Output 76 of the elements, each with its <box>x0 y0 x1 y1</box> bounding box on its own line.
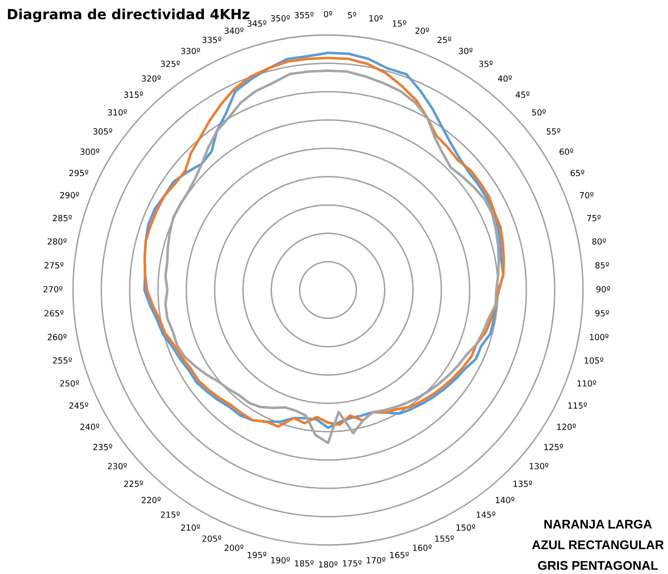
spoke-label: 40º <box>498 75 512 82</box>
spoke-label: 75º <box>587 214 601 222</box>
spoke-label: 200º <box>224 544 244 551</box>
spoke-label: 285º <box>52 214 72 222</box>
spoke-label: 225º <box>124 480 143 487</box>
spoke-label: 195º <box>248 552 266 558</box>
spoke-label: 355º <box>294 12 314 18</box>
spoke-label: 270º <box>44 286 62 292</box>
spoke-label: 65º <box>570 170 584 176</box>
spoke-label: 90º <box>596 286 610 292</box>
spoke-label: 350º <box>270 15 290 22</box>
spoke-label: 110º <box>578 380 596 387</box>
spoke-label: 105º <box>584 357 604 364</box>
spoke-label: 25º <box>438 36 452 44</box>
spoke-label: 290º <box>60 192 79 198</box>
spoke-label: 295º <box>69 170 88 176</box>
spoke-label: 255º <box>52 357 72 364</box>
chart-title: Diagrama de directividad 4KHz <box>8 8 250 22</box>
spoke-label: 170º <box>366 557 386 564</box>
spoke-label: 160º <box>413 544 432 551</box>
spoke-label: 320º <box>142 75 161 82</box>
spoke-label: 335º <box>202 36 222 44</box>
spoke-label: 330º <box>181 48 200 54</box>
spoke-label: 185º <box>295 560 314 567</box>
spoke-label: 125º <box>544 444 563 450</box>
spoke-label: 175º <box>342 560 362 567</box>
spoke-label: 50º <box>532 109 546 116</box>
spoke-label: 55º <box>546 128 560 135</box>
spoke-label: 5º <box>348 12 356 18</box>
spoke-label: 275º <box>44 262 64 268</box>
spoke-label: 215º <box>160 511 180 518</box>
spoke-label: 300º <box>80 148 100 155</box>
spoke-label: 280º <box>48 238 67 245</box>
spoke-label: 0º <box>324 10 332 18</box>
spoke-label: 165º <box>390 552 409 558</box>
spoke-label: 220º <box>142 496 161 504</box>
spoke-label: 230º <box>108 462 127 470</box>
spoke-label: 265º <box>44 310 64 316</box>
spoke-label: 60º <box>560 148 574 155</box>
spoke-label: 120º <box>557 424 576 430</box>
text: GRIS PENTAGONAL <box>538 561 658 570</box>
spoke-label: 145º <box>476 511 496 518</box>
spoke-label: 135º <box>514 480 532 487</box>
spoke-label: 10º <box>369 15 383 22</box>
spoke-label: 190º <box>271 557 290 564</box>
spoke-label: 35º <box>479 60 493 68</box>
spoke-label: 30º <box>458 48 472 54</box>
spoke-label: 250º <box>60 380 79 387</box>
spoke-label: 20º <box>415 28 429 34</box>
text: AZUL RECTANGULAR <box>532 540 664 550</box>
spoke-label: 140º <box>496 496 514 504</box>
spoke-label: 305º <box>93 128 112 135</box>
spoke-label: 210º <box>181 524 200 531</box>
spoke-label: 180º <box>319 561 338 568</box>
spoke-label: 205º <box>202 535 222 542</box>
spoke-label: 130º <box>530 462 548 470</box>
spoke-label: 115º <box>568 402 587 409</box>
spoke-label: 240º <box>80 424 100 430</box>
spoke-label: 45º <box>516 92 530 98</box>
spoke-label: 150º <box>456 524 476 531</box>
spoke-label: 15º <box>392 20 406 27</box>
text: NARANJA LARGA <box>544 520 652 529</box>
spoke-label: 260º <box>48 334 67 340</box>
spoke-label: 80º <box>592 238 606 245</box>
spoke-label: 100º <box>590 334 608 340</box>
spoke-label: 95º <box>595 310 609 316</box>
spoke-label: 85º <box>595 262 609 268</box>
spoke-label: 340º <box>224 28 244 34</box>
spoke-label: 155º <box>435 535 454 542</box>
spoke-label: 235º <box>93 444 112 450</box>
spoke-label: 345º <box>248 20 266 27</box>
spoke-label: 245º <box>69 402 88 409</box>
spoke-label: 315º <box>124 92 143 98</box>
spoke-label: 310º <box>108 109 127 116</box>
spoke-label: 70º <box>580 192 594 198</box>
spoke-label: 325º <box>160 60 180 68</box>
